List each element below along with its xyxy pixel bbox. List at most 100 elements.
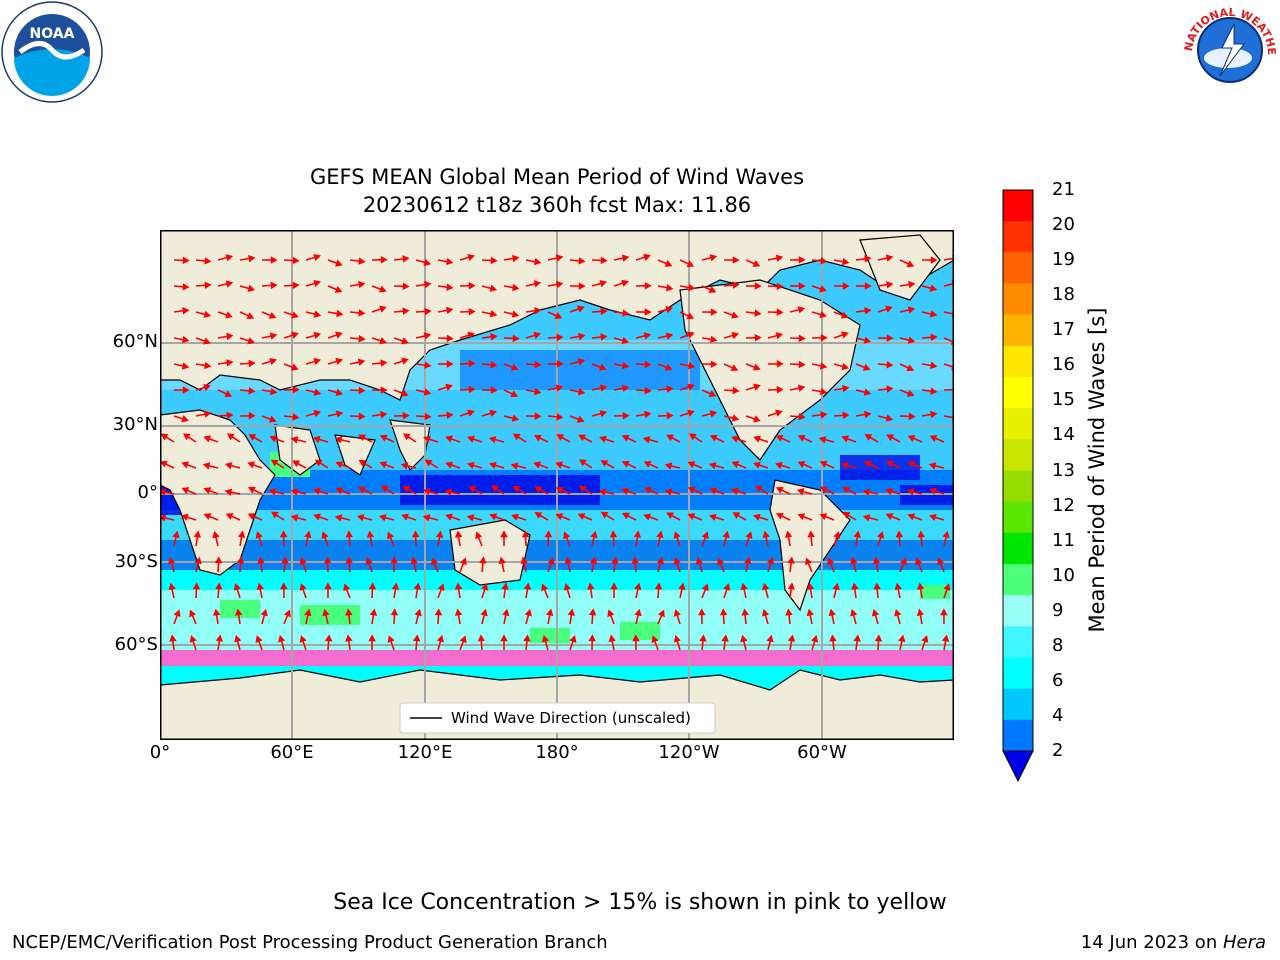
direction-arrowhead <box>246 312 255 319</box>
direction-arrowhead <box>379 461 388 469</box>
direction-arrowhead <box>335 331 343 339</box>
direction-arrowhead <box>709 410 718 418</box>
direction-arrowhead <box>168 556 176 565</box>
direction-arrowhead <box>247 337 255 345</box>
direction-arrowhead <box>554 312 563 320</box>
direction-arrowhead <box>423 435 431 443</box>
direction-arrowhead <box>203 435 212 443</box>
direction-arrowhead <box>533 280 542 288</box>
direction-arrowhead <box>192 582 201 590</box>
direction-arrowhead <box>719 608 728 616</box>
direction-arrowhead <box>378 514 387 522</box>
direction-arrowhead <box>864 282 872 290</box>
direction-arrowhead <box>673 531 681 539</box>
direction-arrowhead <box>651 635 659 644</box>
direction-arrowhead <box>588 608 597 616</box>
colorbar-tick: 9 <box>1052 599 1064 621</box>
direction-arrowhead <box>842 282 850 290</box>
direction-arrowhead <box>752 260 761 268</box>
lon-tick-180: 180° <box>535 742 579 763</box>
direction-arrowhead <box>590 530 598 539</box>
direction-arrowhead <box>576 415 585 423</box>
direction-arrowhead <box>523 582 532 590</box>
direction-arrowhead <box>467 435 475 443</box>
direction-arrowhead <box>753 383 761 391</box>
colorbar-tick: 10 <box>1052 564 1075 586</box>
direction-arrowhead <box>334 514 343 522</box>
direction-arrowhead <box>872 556 881 564</box>
direction-arrowhead <box>717 557 725 566</box>
direction-arrowhead <box>299 583 307 591</box>
direction-arrowhead <box>556 280 564 289</box>
direction-arrowhead <box>634 608 642 617</box>
direction-arrowhead <box>886 360 894 369</box>
map-title: GEFS MEAN Global Mean Period of Wind Wav… <box>309 165 805 189</box>
direction-arrowhead <box>687 362 696 370</box>
direction-arrowhead <box>292 460 301 468</box>
direction-arrowhead <box>502 608 510 617</box>
direction-arrowhead <box>467 409 475 417</box>
direction-arrowhead <box>468 485 477 493</box>
direction-arrowhead <box>467 253 475 262</box>
direction-arrowhead <box>643 253 651 261</box>
direction-arrowhead <box>490 333 498 341</box>
direction-arrowhead <box>234 634 242 643</box>
direction-arrowhead <box>313 409 321 418</box>
direction-arrowhead <box>204 361 212 370</box>
direction-arrowhead <box>290 514 299 522</box>
direction-arrowhead <box>941 634 950 643</box>
direction-arrowhead <box>732 256 740 264</box>
direction-arrowhead <box>633 530 642 538</box>
direction-arrowhead <box>401 513 409 521</box>
direction-arrowhead <box>270 511 279 519</box>
direction-arrowhead <box>687 513 696 521</box>
direction-arrowhead <box>929 487 937 495</box>
direction-arrowhead <box>797 384 806 392</box>
colorbar-segment <box>1003 657 1033 690</box>
direction-arrowhead <box>182 283 190 291</box>
direction-arrowhead <box>621 487 629 495</box>
direction-arrowhead <box>454 608 463 616</box>
direction-arrowhead <box>885 414 894 422</box>
direction-arrowhead <box>500 530 508 538</box>
direction-arrowhead <box>928 513 937 522</box>
direction-arrowhead <box>885 487 893 496</box>
direction-arrowhead <box>402 255 410 263</box>
direction-arrowhead <box>283 609 291 618</box>
direction-arrowhead <box>521 530 530 538</box>
direction-arrowhead <box>247 461 256 469</box>
direction-arrowhead <box>745 531 753 540</box>
direction-arrowhead <box>833 531 841 539</box>
direction-arrowhead <box>871 608 880 617</box>
direction-arrowhead <box>775 486 784 494</box>
direction-arrowhead <box>202 462 211 470</box>
direction-arrowhead <box>225 311 233 319</box>
direction-arrowhead <box>762 582 770 591</box>
direction-arrowhead <box>664 363 673 371</box>
land <box>159 229 955 741</box>
direction-arrowhead <box>475 531 483 540</box>
direction-arrowhead <box>563 531 571 540</box>
direction-arrowhead <box>215 634 224 642</box>
direction-arrowhead <box>189 635 197 643</box>
direction-arrowhead <box>491 485 499 493</box>
direction-arrowhead <box>380 386 388 394</box>
direction-arrowhead <box>600 333 608 341</box>
direction-arrowhead <box>313 279 321 288</box>
direction-arrowhead <box>434 608 443 616</box>
colorbar-segment <box>1003 501 1033 534</box>
colorbar-segment <box>1003 221 1033 253</box>
colorbar-tick: 17 <box>1052 319 1075 341</box>
direction-arrowhead <box>820 334 828 342</box>
direction-arrowhead <box>500 634 508 642</box>
direction-arrowhead <box>894 608 902 617</box>
direction-arrowhead <box>248 412 256 420</box>
direction-arrowhead <box>708 286 717 294</box>
direction-arrowhead <box>436 634 444 643</box>
direction-arrowhead <box>423 258 432 266</box>
colorbar-segment <box>1003 688 1033 721</box>
direction-arrowhead <box>775 254 784 262</box>
colorbar-tick: 16 <box>1052 354 1075 376</box>
colorbar-tick: 15 <box>1052 389 1075 411</box>
direction-arrowhead <box>710 335 718 344</box>
